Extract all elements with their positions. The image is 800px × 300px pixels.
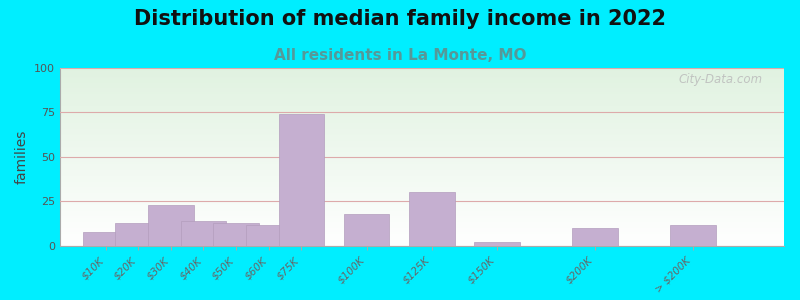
Text: All residents in La Monte, MO: All residents in La Monte, MO (274, 48, 526, 63)
Bar (409, 193, 454, 246)
Text: Distribution of median family income in 2022: Distribution of median family income in … (134, 9, 666, 29)
Bar (214, 223, 259, 246)
Bar (181, 221, 226, 246)
Bar (115, 223, 161, 246)
Bar (670, 225, 715, 246)
Bar (572, 228, 618, 246)
Y-axis label: families: families (14, 130, 29, 184)
Bar (148, 205, 194, 246)
Bar (278, 114, 324, 246)
Text: City-Data.com: City-Data.com (678, 73, 762, 86)
Bar (474, 242, 520, 246)
Bar (344, 214, 390, 246)
Bar (246, 225, 291, 246)
Bar (83, 232, 129, 246)
